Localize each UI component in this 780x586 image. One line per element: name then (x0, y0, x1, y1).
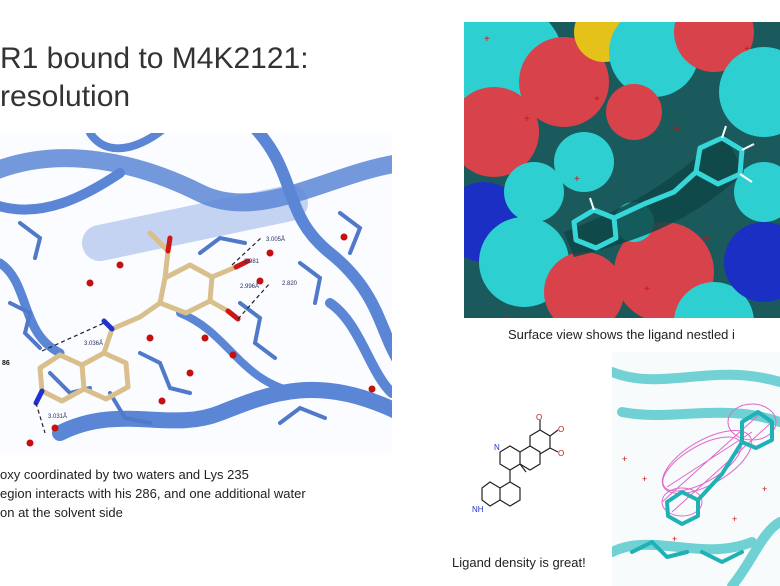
slide-title-line-2: resolution (0, 80, 131, 113)
density-ribbons (612, 367, 780, 586)
structure-caption-line: oxy coordinated by two waters and Lys 23… (0, 467, 249, 482)
protein-ligand-structure-image: 3.036Å 2.996Å 2.820 3.031Å 3.005Å 2.981 … (0, 133, 392, 455)
ligand-2d-nh-label: NH (472, 505, 484, 514)
surface-water-markers: + + + + + + + + + (484, 34, 750, 318)
electron-density-image: + + + + + (612, 352, 780, 586)
protein-ligand-structure-drawing: 3.036Å 2.996Å 2.820 3.031Å 3.005Å 2.981 … (0, 133, 392, 455)
svg-text:+: + (744, 44, 750, 55)
distance-label: 2.820 (282, 281, 298, 287)
ligand-2d-structure: N NH O O O (462, 390, 582, 530)
surface-view-drawing: + + + + + + + + + (464, 22, 780, 318)
surface-view-image: + + + + + + + + + (464, 22, 780, 318)
distance-labels: 3.036Å 2.996Å 2.820 3.031Å 3.005Å 2.981 … (2, 236, 298, 420)
ligand-2d-oxygens: O O O (536, 413, 564, 458)
slide-title: R1 bound to M4K2121: resolution (0, 40, 309, 116)
svg-text:+: + (674, 124, 680, 135)
slide-title-line-1: R1 bound to M4K2121: (0, 42, 309, 75)
residue-label: 86 (2, 360, 10, 367)
svg-text:O: O (558, 425, 564, 434)
svg-text:+: + (762, 484, 767, 494)
svg-text:+: + (644, 284, 650, 295)
svg-text:+: + (574, 174, 580, 185)
svg-text:+: + (524, 114, 530, 125)
distance-label: 3.036Å (84, 340, 103, 347)
ligand-2d-drawing: N NH O O O (472, 413, 564, 514)
distance-label: 3.031Å (48, 413, 67, 420)
distance-label: 3.005Å (266, 236, 285, 243)
distance-label: 2.981 (244, 259, 260, 265)
svg-text:+: + (732, 514, 737, 524)
svg-text:+: + (672, 534, 677, 544)
svg-text:+: + (642, 474, 647, 484)
svg-text:+: + (704, 234, 710, 245)
svg-text:+: + (622, 454, 627, 464)
ligand-2d-atoms: N NH (472, 443, 500, 514)
structure-caption: oxy coordinated by two waters and Lys 23… (0, 465, 306, 522)
density-caption: Ligand density is great! (452, 555, 586, 570)
structure-caption-line: egion interacts with his 286, and one ad… (0, 486, 306, 501)
electron-density-drawing: + + + + + (612, 352, 780, 586)
density-ligand (630, 410, 774, 564)
protein-ribbons (0, 133, 392, 441)
ligand-2d-bonds (481, 420, 559, 507)
svg-text:+: + (594, 94, 600, 105)
svg-text:+: + (484, 34, 490, 45)
structure-caption-line: on at the solvent side (0, 505, 123, 520)
surface-caption: Surface view shows the ligand nestled i (508, 327, 735, 342)
svg-text:O: O (558, 449, 564, 458)
density-water-markers: + + + + + (622, 454, 767, 544)
surface-ligand-hydrogens (589, 125, 755, 211)
water-molecules (26, 233, 376, 447)
svg-text:O: O (536, 413, 542, 422)
svg-text:N: N (494, 443, 500, 452)
distance-label: 2.996Å (240, 283, 259, 290)
hydrogen-bonds (35, 236, 271, 434)
svg-text:+: + (504, 314, 510, 318)
heteroatoms (33, 235, 251, 406)
